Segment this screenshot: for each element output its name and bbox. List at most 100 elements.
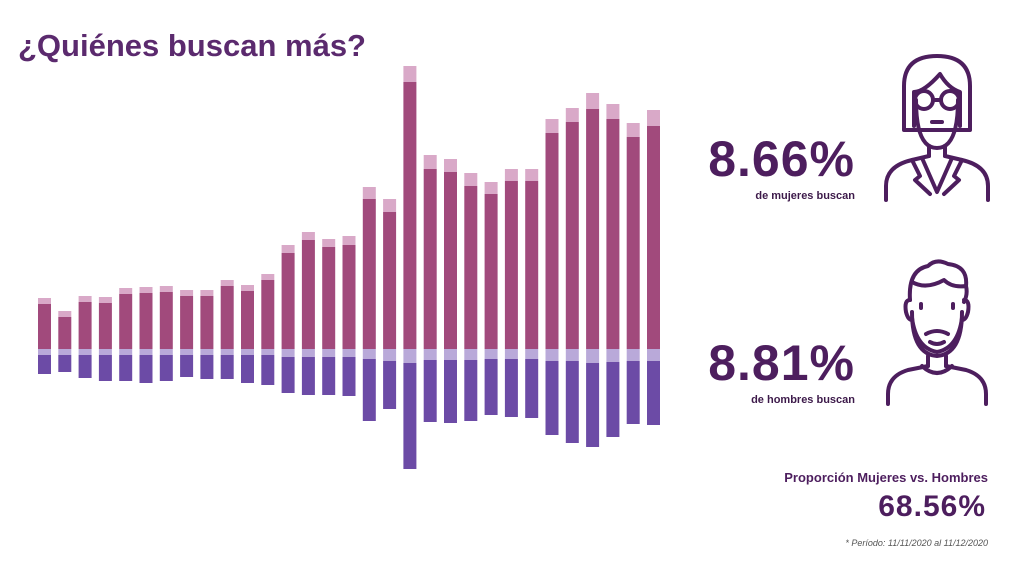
women-bar-light-18 — [383, 199, 397, 212]
man-avatar-icon — [886, 259, 988, 406]
men-bar-12 — [261, 355, 275, 385]
women-bar-light-27 — [565, 108, 579, 122]
women-bar-light-22 — [464, 173, 478, 186]
women-bar-light-26 — [545, 119, 559, 133]
women-bar-light-25 — [525, 169, 539, 181]
men-bar-13 — [281, 357, 295, 393]
women-bar-light-9 — [200, 290, 214, 296]
men-bar-30 — [626, 361, 640, 424]
men-bar-1 — [38, 355, 51, 374]
men-bar-8 — [180, 355, 194, 377]
men-bar-25 — [525, 359, 539, 418]
men-label: de hombres buscan — [751, 394, 855, 406]
men-bar-light-23 — [484, 349, 498, 359]
women-bar-light-14 — [301, 232, 315, 240]
men-bar-16 — [342, 357, 356, 396]
men-bar-light-20 — [423, 349, 437, 360]
men-bar-light-6 — [139, 349, 153, 355]
women-bar-9 — [200, 296, 214, 349]
men-bar-11 — [241, 355, 254, 383]
men-bar-10 — [220, 355, 234, 379]
women-bar-18 — [383, 212, 397, 349]
men-bar-18 — [383, 361, 397, 409]
men-bar-4 — [98, 355, 112, 381]
women-bar-light-12 — [261, 274, 275, 280]
women-bar-28 — [586, 109, 600, 349]
men-bar-light-17 — [362, 349, 376, 359]
page-title: ¿Quiénes buscan más? — [18, 28, 366, 63]
women-bar-27 — [565, 122, 579, 349]
women-bar-light-23 — [484, 182, 498, 194]
women-label: de mujeres buscan — [755, 190, 855, 202]
women-bar-16 — [342, 245, 356, 349]
men-bar-9 — [200, 355, 214, 379]
women-bar-light-30 — [626, 123, 640, 137]
women-bar-12 — [261, 280, 275, 349]
men-bar-31 — [647, 361, 660, 425]
women-bar-light-24 — [504, 169, 518, 181]
women-bar-14 — [301, 240, 315, 349]
ratio-label: Proporción Mujeres vs. Hombres — [784, 470, 988, 485]
women-bar-light-17 — [362, 187, 376, 199]
men-bar-29 — [606, 362, 620, 437]
men-bar-light-21 — [444, 349, 457, 360]
men-bar-26 — [545, 361, 559, 435]
women-bar-25 — [525, 181, 539, 349]
period-note: * Período: 11/11/2020 al 11/12/2020 — [845, 538, 988, 548]
women-bar-light-31 — [647, 110, 660, 126]
women-bar-light-1 — [38, 298, 51, 304]
women-bar-light-4 — [98, 297, 112, 303]
women-bar-26 — [545, 133, 559, 349]
men-bar-5 — [119, 355, 133, 381]
men-bar-23 — [484, 359, 498, 415]
men-bar-light-7 — [159, 349, 173, 355]
bar-chart — [38, 66, 660, 469]
women-bar-light-2 — [58, 311, 72, 317]
women-bar-light-7 — [159, 286, 173, 292]
men-bar-17 — [362, 359, 376, 421]
women-bar-7 — [159, 292, 173, 349]
women-bar-light-21 — [444, 159, 457, 172]
men-bar-light-27 — [565, 349, 579, 361]
women-bar-4 — [98, 303, 112, 349]
women-bar-light-16 — [342, 236, 356, 245]
men-bar-light-30 — [626, 349, 640, 361]
men-bar-light-13 — [281, 349, 295, 357]
women-bar-light-28 — [586, 93, 600, 109]
men-bar-3 — [78, 355, 92, 378]
women-bar-8 — [180, 296, 194, 349]
men-bar-20 — [423, 360, 437, 422]
men-bar-light-2 — [58, 349, 72, 355]
men-bar-light-18 — [383, 349, 397, 361]
men-bar-14 — [301, 357, 315, 395]
men-bar-7 — [159, 355, 173, 381]
men-bar-light-11 — [241, 349, 254, 355]
women-percentage: 8.66% — [708, 131, 855, 187]
women-bar-light-5 — [119, 288, 133, 294]
men-bar-light-4 — [98, 349, 112, 355]
women-bar-light-8 — [180, 290, 194, 296]
women-bar-11 — [241, 291, 254, 349]
men-bar-light-31 — [647, 349, 660, 361]
men-bar-light-5 — [119, 349, 133, 355]
men-bar-light-24 — [504, 349, 518, 359]
women-bar-light-29 — [606, 104, 620, 119]
women-stat: 8.66% de mujeres buscan — [690, 134, 855, 202]
women-bar-21 — [444, 172, 457, 349]
women-bar-24 — [504, 181, 518, 349]
men-bar-light-1 — [38, 349, 51, 355]
men-percentage: 8.81% — [708, 335, 855, 391]
women-bar-30 — [626, 137, 640, 349]
men-bar-19 — [403, 363, 417, 469]
woman-avatar-icon — [884, 54, 990, 202]
men-bar-light-14 — [301, 349, 315, 357]
men-bar-light-29 — [606, 349, 620, 362]
men-bar-2 — [58, 355, 72, 372]
women-bar-light-13 — [281, 245, 295, 253]
men-bar-light-28 — [586, 349, 600, 363]
men-bar-light-9 — [200, 349, 214, 355]
women-bar-3 — [78, 302, 92, 349]
women-bar-light-19 — [403, 66, 417, 82]
men-bar-15 — [322, 357, 336, 395]
women-bar-light-15 — [322, 239, 336, 247]
